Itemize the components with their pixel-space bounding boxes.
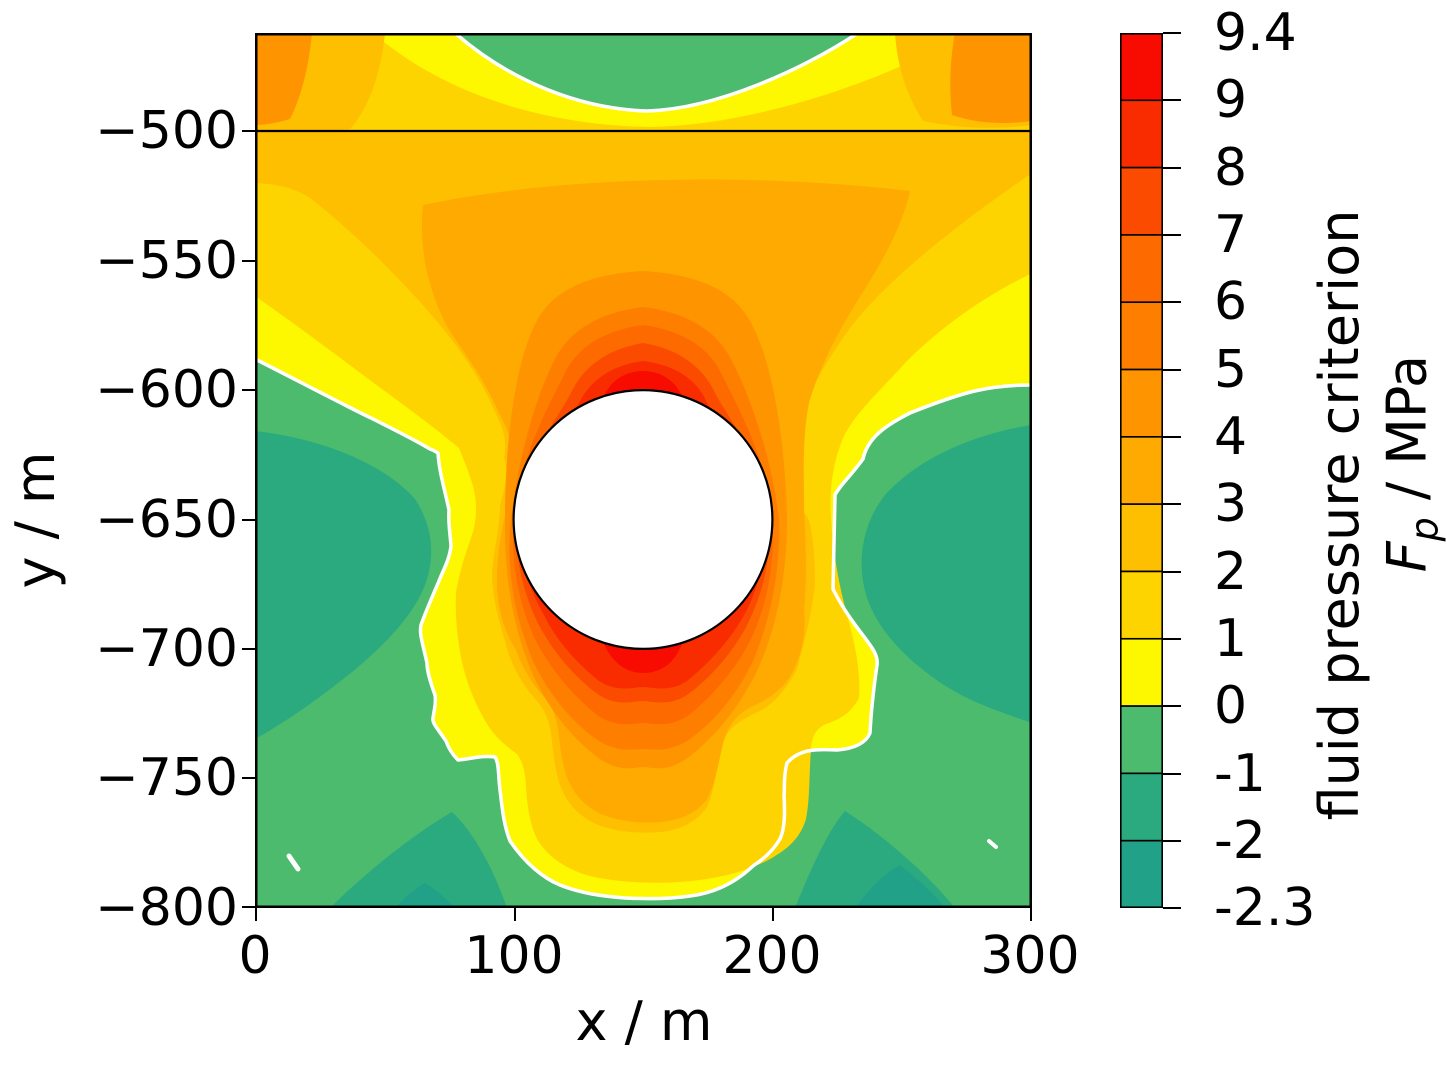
contour-region-teal-right: [861, 425, 1032, 723]
colorbar-seg-2: [1120, 503, 1163, 573]
y-tick-label: −800: [95, 878, 238, 938]
y-tick-mark: [242, 130, 255, 132]
colorbar-tick-label: -2: [1214, 811, 1266, 871]
y-tick-label: −750: [95, 748, 238, 808]
x-tick-mark: [1030, 908, 1032, 921]
colorbar-tick-label: 6: [1214, 272, 1248, 332]
colorbar-tick-label: 1: [1214, 609, 1248, 669]
colorbar: [1120, 33, 1163, 908]
x-tick-label: 100: [464, 926, 564, 986]
colorbar-tick-mark: [1163, 301, 1181, 303]
y-tick-mark: [242, 777, 255, 779]
colorbar-tick-mark: [1163, 369, 1181, 371]
colorbar-tick-mark: [1163, 907, 1181, 909]
y-tick-mark: [242, 519, 255, 521]
colorbar-tick-label: 7: [1214, 205, 1248, 265]
x-tick-label: 0: [238, 926, 272, 986]
colorbar-tick-mark: [1163, 705, 1181, 707]
y-tick-label: −600: [95, 360, 238, 420]
colorbar-tick-label: 8: [1214, 138, 1248, 198]
colorbar-tick-mark: [1163, 436, 1181, 438]
zero-contour-line-main: [255, 357, 1032, 901]
x-tick-label: 200: [722, 926, 822, 986]
y-tick-mark: [242, 260, 255, 262]
y-tick-mark: [242, 906, 255, 908]
x-tick-mark: [255, 908, 257, 921]
colorbar-tick-label: -1: [1214, 744, 1266, 804]
axes-border: [255, 33, 1032, 908]
zero-contour-line-top: [453, 33, 860, 113]
colorbar-seg-neg0: [1120, 705, 1163, 775]
colorbar-tick-mark: [1163, 773, 1181, 775]
contour-region-teal-left: [255, 431, 432, 739]
colorbar-tick-label: 5: [1214, 340, 1248, 400]
colorbar-seg-3: [1120, 436, 1163, 505]
colorbar-seg-6: [1120, 234, 1163, 304]
y-tick-label: −650: [95, 490, 238, 550]
y-tick-mark: [242, 648, 255, 650]
y-tick-label: −550: [95, 231, 238, 291]
colorbar-unit-label: Fp / MPa: [1327, 355, 1447, 641]
colorbar-tick-mark: [1163, 638, 1181, 640]
colorbar-seg-neg1: [1120, 772, 1163, 842]
contour-region-orange-top-right: [950, 33, 1032, 123]
unit-text: / MPa: [1375, 354, 1439, 518]
colorbar-tick-label: 9.4: [1214, 3, 1297, 63]
colorbar-seg-5: [1120, 301, 1163, 371]
colorbar-tick-mark: [1163, 571, 1181, 573]
x-tick-mark: [772, 908, 774, 921]
colorbar-seg-neg2: [1120, 839, 1163, 908]
colorbar-seg-8: [1120, 99, 1163, 169]
colorbar-tick-mark: [1163, 99, 1181, 101]
y-tick-label: −500: [95, 101, 238, 161]
fp-symbol-subscript: p: [1402, 517, 1447, 542]
white-speck-bottom-right: [987, 839, 998, 849]
cavity-circle: [512, 389, 774, 650]
contour-region-orange-top-left: [255, 33, 312, 125]
x-tick-label: 300: [980, 926, 1080, 986]
colorbar-seg-9: [1120, 33, 1163, 102]
colorbar-tick-label: -2.3: [1214, 878, 1316, 938]
colorbar-seg-0: [1120, 637, 1163, 707]
white-speck-bottom-left: [286, 853, 301, 872]
colorbar-tick-mark: [1163, 503, 1181, 505]
colorbar-tick-mark: [1163, 32, 1181, 34]
y-axis-title: y / m: [4, 451, 67, 589]
contour-region-teal-bottom-left: [330, 812, 507, 908]
x-axis-title: x / m: [575, 990, 713, 1053]
colorbar-tick-mark: [1163, 840, 1181, 842]
contour-region-darkteal-bottom-left: [395, 883, 455, 908]
colorbar-seg-4: [1120, 368, 1163, 438]
colorbar-tick-label: 9: [1214, 70, 1248, 130]
colorbar-seg-1: [1120, 570, 1163, 640]
contour-plot: [255, 33, 1032, 908]
colorbar-tick-mark: [1163, 234, 1181, 236]
contour-region-darkteal-bottom-right: [855, 865, 945, 908]
colorbar-tick-label: 4: [1214, 407, 1248, 467]
colorbar-border: [1120, 33, 1163, 908]
y-tick-mark: [242, 389, 255, 391]
colorbar-tick-mark: [1163, 167, 1181, 169]
fp-symbol: F: [1375, 541, 1439, 573]
colorbar-tick-label: 3: [1214, 474, 1248, 534]
colorbar-tick-label: 2: [1214, 542, 1248, 602]
contour-region-level9-bottom-cap: [603, 641, 683, 673]
colorbar-tick-label: 0: [1214, 676, 1248, 736]
y-tick-label: −700: [95, 619, 238, 679]
x-tick-mark: [514, 908, 516, 921]
colorbar-seg-7: [1120, 166, 1163, 236]
